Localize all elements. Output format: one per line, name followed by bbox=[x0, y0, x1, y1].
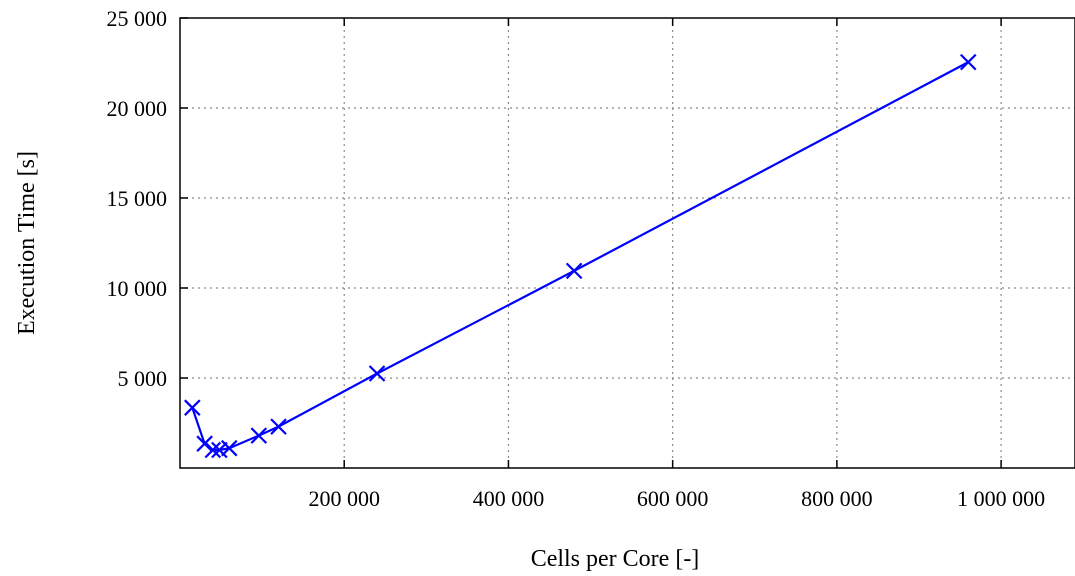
y-tick-label: 20 000 bbox=[107, 96, 168, 121]
marker-stroke bbox=[196, 435, 213, 452]
x-tick-label: 200 000 bbox=[308, 486, 380, 511]
axis-ticks: 200 000 400 000 600 000 800 000 1 000 000 5 0… bbox=[107, 6, 1046, 511]
data-point-marker bbox=[270, 418, 287, 435]
data-point-marker bbox=[196, 435, 213, 452]
plot-frame bbox=[179, 17, 1075, 469]
data-point-marker bbox=[220, 439, 238, 457]
series-line bbox=[191, 61, 969, 452]
marker-stroke bbox=[204, 441, 222, 459]
marker-stroke bbox=[565, 262, 583, 280]
y-tick-label: 15 000 bbox=[107, 186, 168, 211]
series-group bbox=[184, 53, 977, 459]
data-point-marker bbox=[565, 262, 583, 280]
marker-stroke bbox=[220, 439, 238, 457]
x-tick-label: 600 000 bbox=[637, 486, 709, 511]
x-tick-label: 400 000 bbox=[473, 486, 545, 511]
marker-stroke bbox=[959, 53, 977, 71]
grid-lines bbox=[180, 18, 1075, 468]
y-tick-label: 5 000 bbox=[118, 366, 168, 391]
data-point-marker bbox=[204, 441, 222, 459]
data-point-marker bbox=[368, 365, 386, 382]
data-point-marker bbox=[959, 53, 977, 71]
data-point-marker bbox=[211, 441, 228, 459]
marker-stroke bbox=[270, 418, 287, 435]
data-point-marker bbox=[184, 399, 201, 416]
marker-stroke bbox=[184, 399, 201, 416]
x-tick-label: 800 000 bbox=[801, 486, 873, 511]
marker-stroke bbox=[211, 441, 228, 459]
marker-stroke bbox=[368, 365, 386, 382]
y-axis-label: Execution Time [s] bbox=[14, 151, 40, 335]
x-tick-label: 1 000 000 bbox=[957, 486, 1045, 511]
x-axis-label: Cells per Core [-] bbox=[531, 546, 700, 572]
marker-stroke bbox=[250, 427, 268, 444]
y-tick-label: 25 000 bbox=[107, 6, 168, 31]
data-point-marker bbox=[250, 427, 268, 444]
y-tick-label: 10 000 bbox=[107, 276, 168, 301]
